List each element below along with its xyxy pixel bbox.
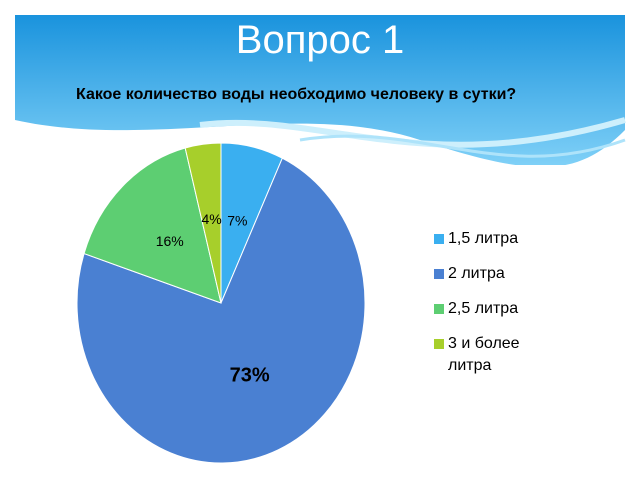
wave-line bbox=[199, 117, 626, 148]
legend-item: 1,5 литра bbox=[434, 228, 552, 250]
pie-slice bbox=[184, 142, 222, 304]
pie-slice bbox=[76, 157, 366, 464]
legend-swatch bbox=[434, 234, 444, 244]
data-label: 4% bbox=[201, 211, 221, 227]
legend-item: 3 и более литра bbox=[434, 333, 552, 377]
legend-item: 2 литра bbox=[434, 263, 552, 285]
pie: 7% 73% 16% 4% bbox=[76, 142, 366, 464]
title: Вопрос 1 bbox=[235, 18, 405, 62]
legend: 1,5 литра 2 литра 2,5 литра 3 и более литра bbox=[434, 228, 552, 390]
wave-line bbox=[299, 134, 626, 158]
legend-label: 2 литра bbox=[448, 265, 505, 282]
legend-label: 3 и более литра bbox=[448, 335, 520, 374]
pie-slice bbox=[83, 147, 222, 304]
data-label: 73% bbox=[230, 365, 270, 387]
subtitle: Какое количество воды необходимо человек… bbox=[76, 86, 517, 103]
legend-label: 2,5 литра bbox=[448, 300, 519, 317]
data-label: 7% bbox=[227, 213, 247, 229]
legend-swatch bbox=[434, 339, 444, 349]
legend-swatch bbox=[434, 269, 444, 279]
data-label: 16% bbox=[156, 233, 184, 249]
legend-item: 2,5 литра bbox=[434, 298, 552, 320]
legend-label: 1,5 литра bbox=[448, 230, 519, 247]
legend-swatch bbox=[434, 304, 444, 314]
